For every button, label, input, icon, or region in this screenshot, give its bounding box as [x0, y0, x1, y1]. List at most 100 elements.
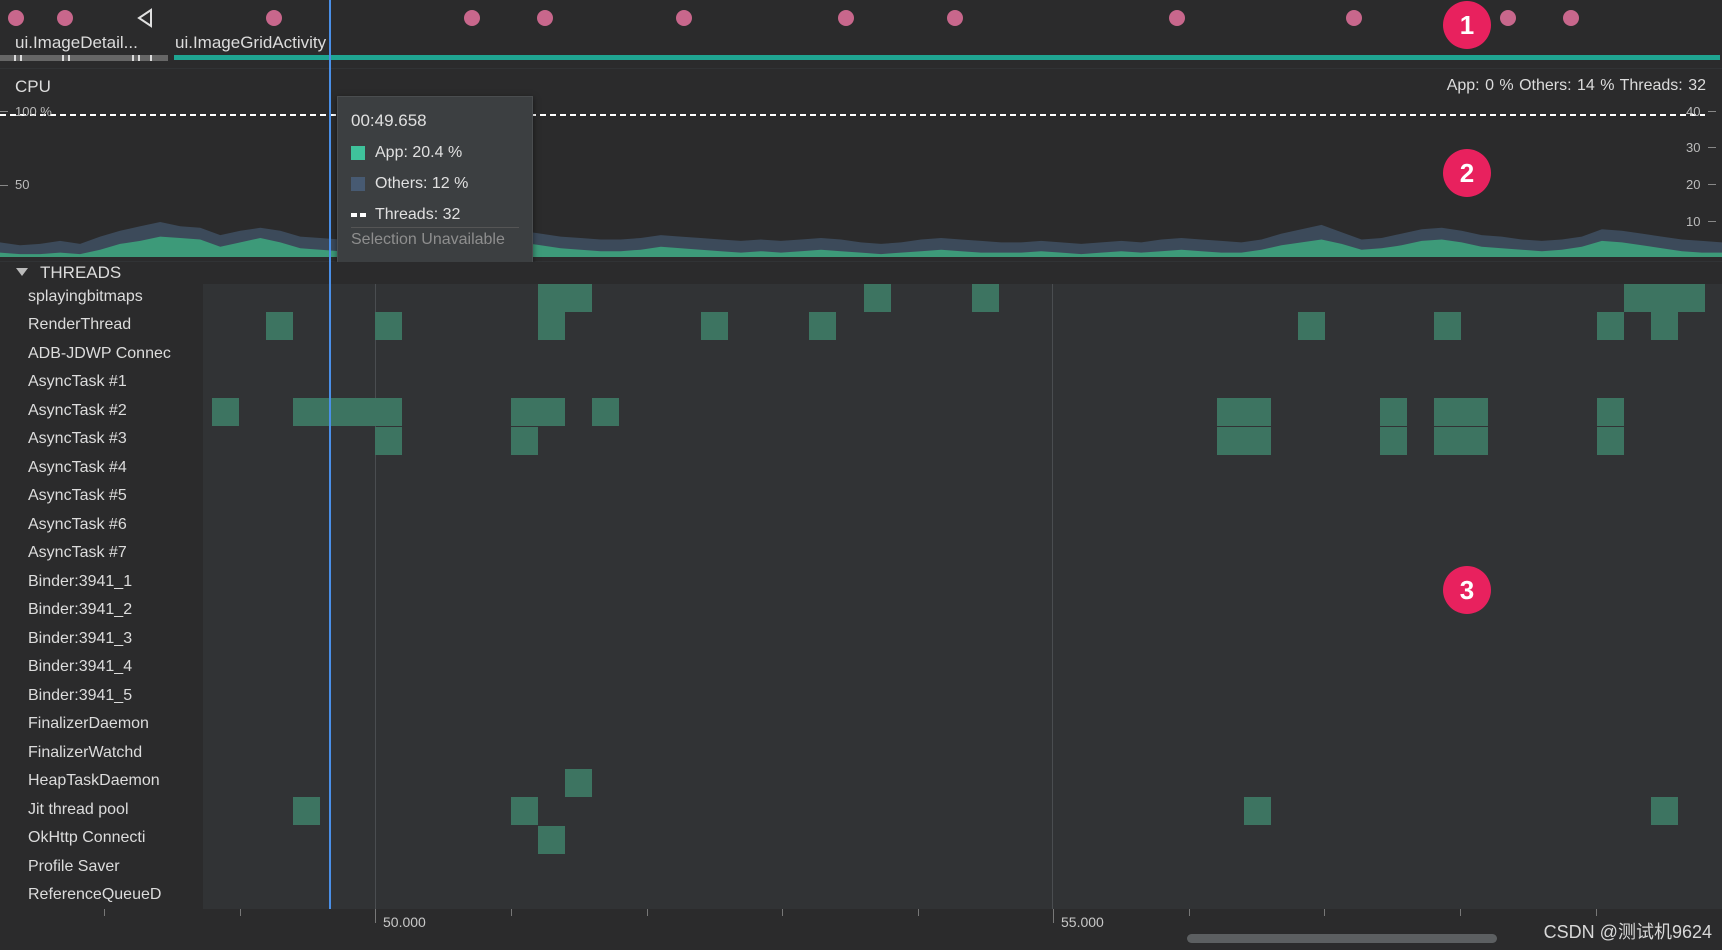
thread-name[interactable]: AsyncTask #2	[28, 402, 127, 419]
y-axis-label: 100 %	[15, 104, 52, 119]
thread-name[interactable]: RenderThread	[28, 316, 132, 333]
thread-state-bar[interactable]	[538, 284, 592, 312]
activity-label[interactable]: ui.ImageGridActivity	[175, 33, 327, 52]
threads-axis-label: 20	[1686, 177, 1701, 192]
thread-state-bar[interactable]	[1380, 398, 1407, 426]
cpu-summary: App: 0 % Others: 14 % Threads: 32	[1446, 77, 1706, 94]
thread-name[interactable]: ReferenceQueueD	[28, 886, 162, 903]
back-icon[interactable]	[136, 8, 154, 28]
thread-state-bar[interactable]	[1624, 284, 1705, 312]
thread-names-column: splayingbitmaps RenderThread ADB-JDWP Co…	[0, 284, 203, 909]
thread-state-bar[interactable]	[592, 398, 619, 426]
tooltip-time: 00:49.658	[351, 111, 427, 130]
tooltip-threads: Threads: 32	[375, 206, 461, 223]
thread-name[interactable]: Profile Saver	[28, 858, 120, 875]
thread-name[interactable]: AsyncTask #1	[28, 373, 127, 390]
thread-state-bar[interactable]	[293, 398, 402, 426]
thread-name[interactable]: AsyncTask #5	[28, 487, 127, 504]
thread-name[interactable]: FinalizerWatchd	[28, 744, 143, 761]
tooltip-app-row: App: 20.4 %	[351, 144, 462, 162]
thread-state-grid[interactable]: 3	[203, 284, 1722, 909]
thread-state-bar[interactable]	[972, 284, 999, 312]
tooltip-divider	[351, 227, 519, 228]
user-event-dot[interactable]	[537, 10, 553, 26]
thread-state-bar[interactable]	[1597, 398, 1624, 426]
tooltip-threads-row: Threads: 32	[351, 206, 460, 224]
thread-state-bar[interactable]	[1597, 312, 1624, 340]
user-event-dot[interactable]	[838, 10, 854, 26]
thread-state-bar[interactable]	[1217, 427, 1271, 455]
thread-state-bar[interactable]	[538, 826, 565, 854]
thread-state-bar[interactable]	[538, 312, 565, 340]
user-event-dot[interactable]	[266, 10, 282, 26]
thread-state-bar[interactable]	[701, 312, 728, 340]
threads-axis-label: 10	[1686, 214, 1701, 229]
user-event-dot[interactable]	[1563, 10, 1579, 26]
thread-name[interactable]: OkHttp Connecti	[28, 829, 146, 846]
thread-name[interactable]: Binder:3941_3	[28, 630, 133, 647]
timeline-playhead[interactable]	[329, 0, 331, 909]
thread-state-bar[interactable]	[1651, 797, 1678, 825]
time-axis[interactable]: 50.000 55.000 CSDN @测试机9624	[0, 909, 1722, 950]
user-event-dot[interactable]	[464, 10, 480, 26]
user-event-dot[interactable]	[676, 10, 692, 26]
user-event-dot[interactable]	[1500, 10, 1516, 26]
thread-name[interactable]: Binder:3941_2	[28, 601, 133, 618]
threads-axis-label: 40	[1686, 104, 1701, 119]
thread-name[interactable]: FinalizerDaemon	[28, 715, 149, 732]
threads-title: THREADS	[40, 263, 122, 282]
activity-bar[interactable]	[174, 55, 1720, 60]
thread-state-bar[interactable]	[809, 312, 836, 340]
thread-name[interactable]: Jit thread pool	[28, 801, 129, 818]
thread-name[interactable]: AsyncTask #7	[28, 544, 127, 561]
thread-name[interactable]: splayingbitmaps	[28, 288, 143, 305]
thread-name[interactable]: ADB-JDWP Connec	[28, 345, 171, 362]
thread-state-bar[interactable]	[565, 769, 592, 797]
thread-state-bar[interactable]	[293, 797, 320, 825]
thread-state-bar[interactable]	[1434, 427, 1488, 455]
collapse-caret-icon[interactable]	[16, 268, 28, 276]
thread-name[interactable]: AsyncTask #3	[28, 430, 127, 447]
activity-bar[interactable]	[0, 55, 168, 61]
user-event-dot[interactable]	[57, 10, 73, 26]
cpu-lane[interactable]: CPU App: 0 % Others: 14 % Threads: 32 10…	[0, 69, 1722, 261]
cpu-title: CPU	[15, 77, 51, 96]
time-axis-label: 50.000	[383, 914, 426, 930]
thread-name[interactable]: HeapTaskDaemon	[28, 772, 160, 789]
threads-header[interactable]: THREADS	[0, 262, 1722, 284]
thread-state-bar[interactable]	[266, 312, 293, 340]
thread-state-bar[interactable]	[1298, 312, 1325, 340]
thread-state-bar[interactable]	[1380, 427, 1407, 455]
thread-state-bar[interactable]	[375, 312, 402, 340]
thread-name[interactable]: Binder:3941_4	[28, 658, 133, 675]
thread-state-bar[interactable]	[511, 398, 565, 426]
thread-state-bar[interactable]	[1434, 398, 1488, 426]
callout-badge: 3	[1443, 566, 1491, 614]
thread-state-bar[interactable]	[1597, 427, 1624, 455]
threads-axis-label: 30	[1686, 140, 1701, 155]
thread-state-bar[interactable]	[511, 427, 538, 455]
time-axis-label: 55.000	[1061, 914, 1104, 930]
thread-name[interactable]: Binder:3941_1	[28, 573, 133, 590]
thread-name[interactable]: Binder:3941_5	[28, 687, 133, 704]
thread-state-bar[interactable]	[1244, 797, 1271, 825]
horizontal-scrollbar[interactable]	[1187, 934, 1497, 943]
thread-state-bar[interactable]	[511, 797, 538, 825]
user-event-dot[interactable]	[947, 10, 963, 26]
watermark: CSDN @测试机9624	[1543, 922, 1712, 942]
event-lane: ui.ImageDetail... ui.ImageGridActivity 1	[0, 0, 1722, 68]
thread-name[interactable]: AsyncTask #6	[28, 516, 127, 533]
thread-state-bar[interactable]	[212, 398, 239, 426]
activity-label[interactable]: ui.ImageDetail...	[15, 33, 138, 52]
thread-state-bar[interactable]	[1434, 312, 1461, 340]
time-gridline	[375, 284, 376, 909]
thread-name[interactable]: AsyncTask #4	[28, 459, 127, 476]
user-event-dot[interactable]	[1346, 10, 1362, 26]
time-gridline	[1052, 284, 1053, 909]
thread-state-bar[interactable]	[1651, 312, 1678, 340]
thread-state-bar[interactable]	[864, 284, 891, 312]
thread-state-bar[interactable]	[375, 427, 402, 455]
user-event-dot[interactable]	[8, 10, 24, 26]
user-event-dot[interactable]	[1169, 10, 1185, 26]
thread-state-bar[interactable]	[1217, 398, 1271, 426]
